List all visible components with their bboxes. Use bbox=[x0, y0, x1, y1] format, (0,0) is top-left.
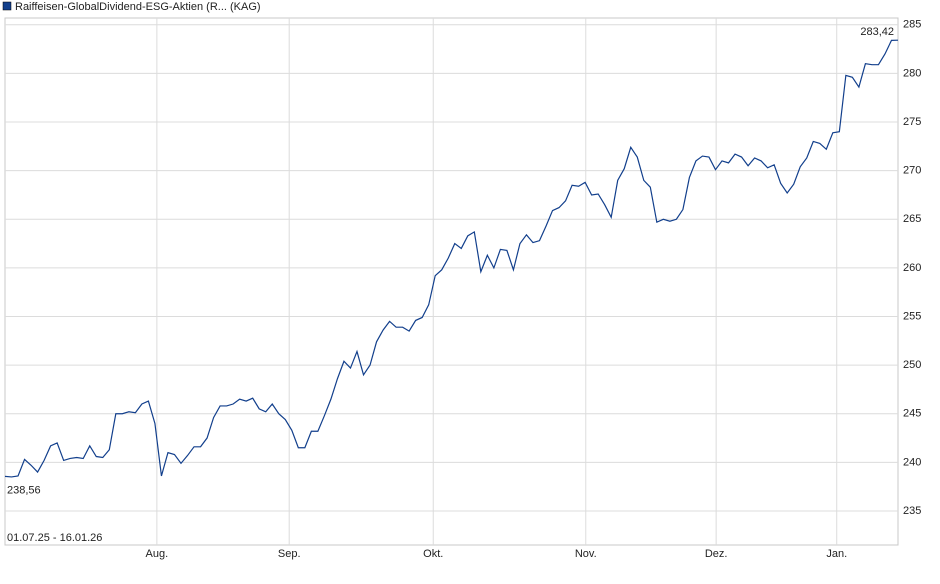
x-tick-label: Sep. bbox=[278, 548, 301, 560]
y-tick-label: 255 bbox=[903, 310, 921, 322]
legend-swatch bbox=[2, 1, 12, 11]
y-tick-label: 285 bbox=[903, 19, 921, 31]
x-tick-label: Dez. bbox=[705, 548, 728, 560]
y-tick-label: 260 bbox=[903, 262, 921, 274]
y-tick-label: 280 bbox=[903, 67, 921, 79]
range-label: 01.07.25 - 16.01.26 bbox=[7, 532, 102, 544]
x-tick-label: Okt. bbox=[423, 548, 443, 560]
y-tick-label: 270 bbox=[903, 165, 921, 177]
plot-frame bbox=[4, 17, 899, 546]
y-tick-label: 240 bbox=[903, 456, 921, 468]
y-tick-label: 245 bbox=[903, 408, 921, 420]
y-tick-label: 250 bbox=[903, 359, 921, 371]
min-label: 238,56 bbox=[7, 484, 41, 496]
price-line bbox=[4, 39, 899, 478]
legend-label: Raiffeisen-GlobalDividend-ESG-Aktien (R.… bbox=[15, 1, 261, 13]
x-tick-label: Aug. bbox=[146, 548, 169, 560]
x-tick-label: Jan. bbox=[826, 548, 847, 560]
max-label: 283,42 bbox=[860, 26, 894, 38]
y-tick-label: 265 bbox=[903, 213, 921, 225]
y-tick-label: 235 bbox=[903, 505, 921, 517]
x-tick-label: Nov. bbox=[575, 548, 597, 560]
y-tick-label: 275 bbox=[903, 116, 921, 128]
